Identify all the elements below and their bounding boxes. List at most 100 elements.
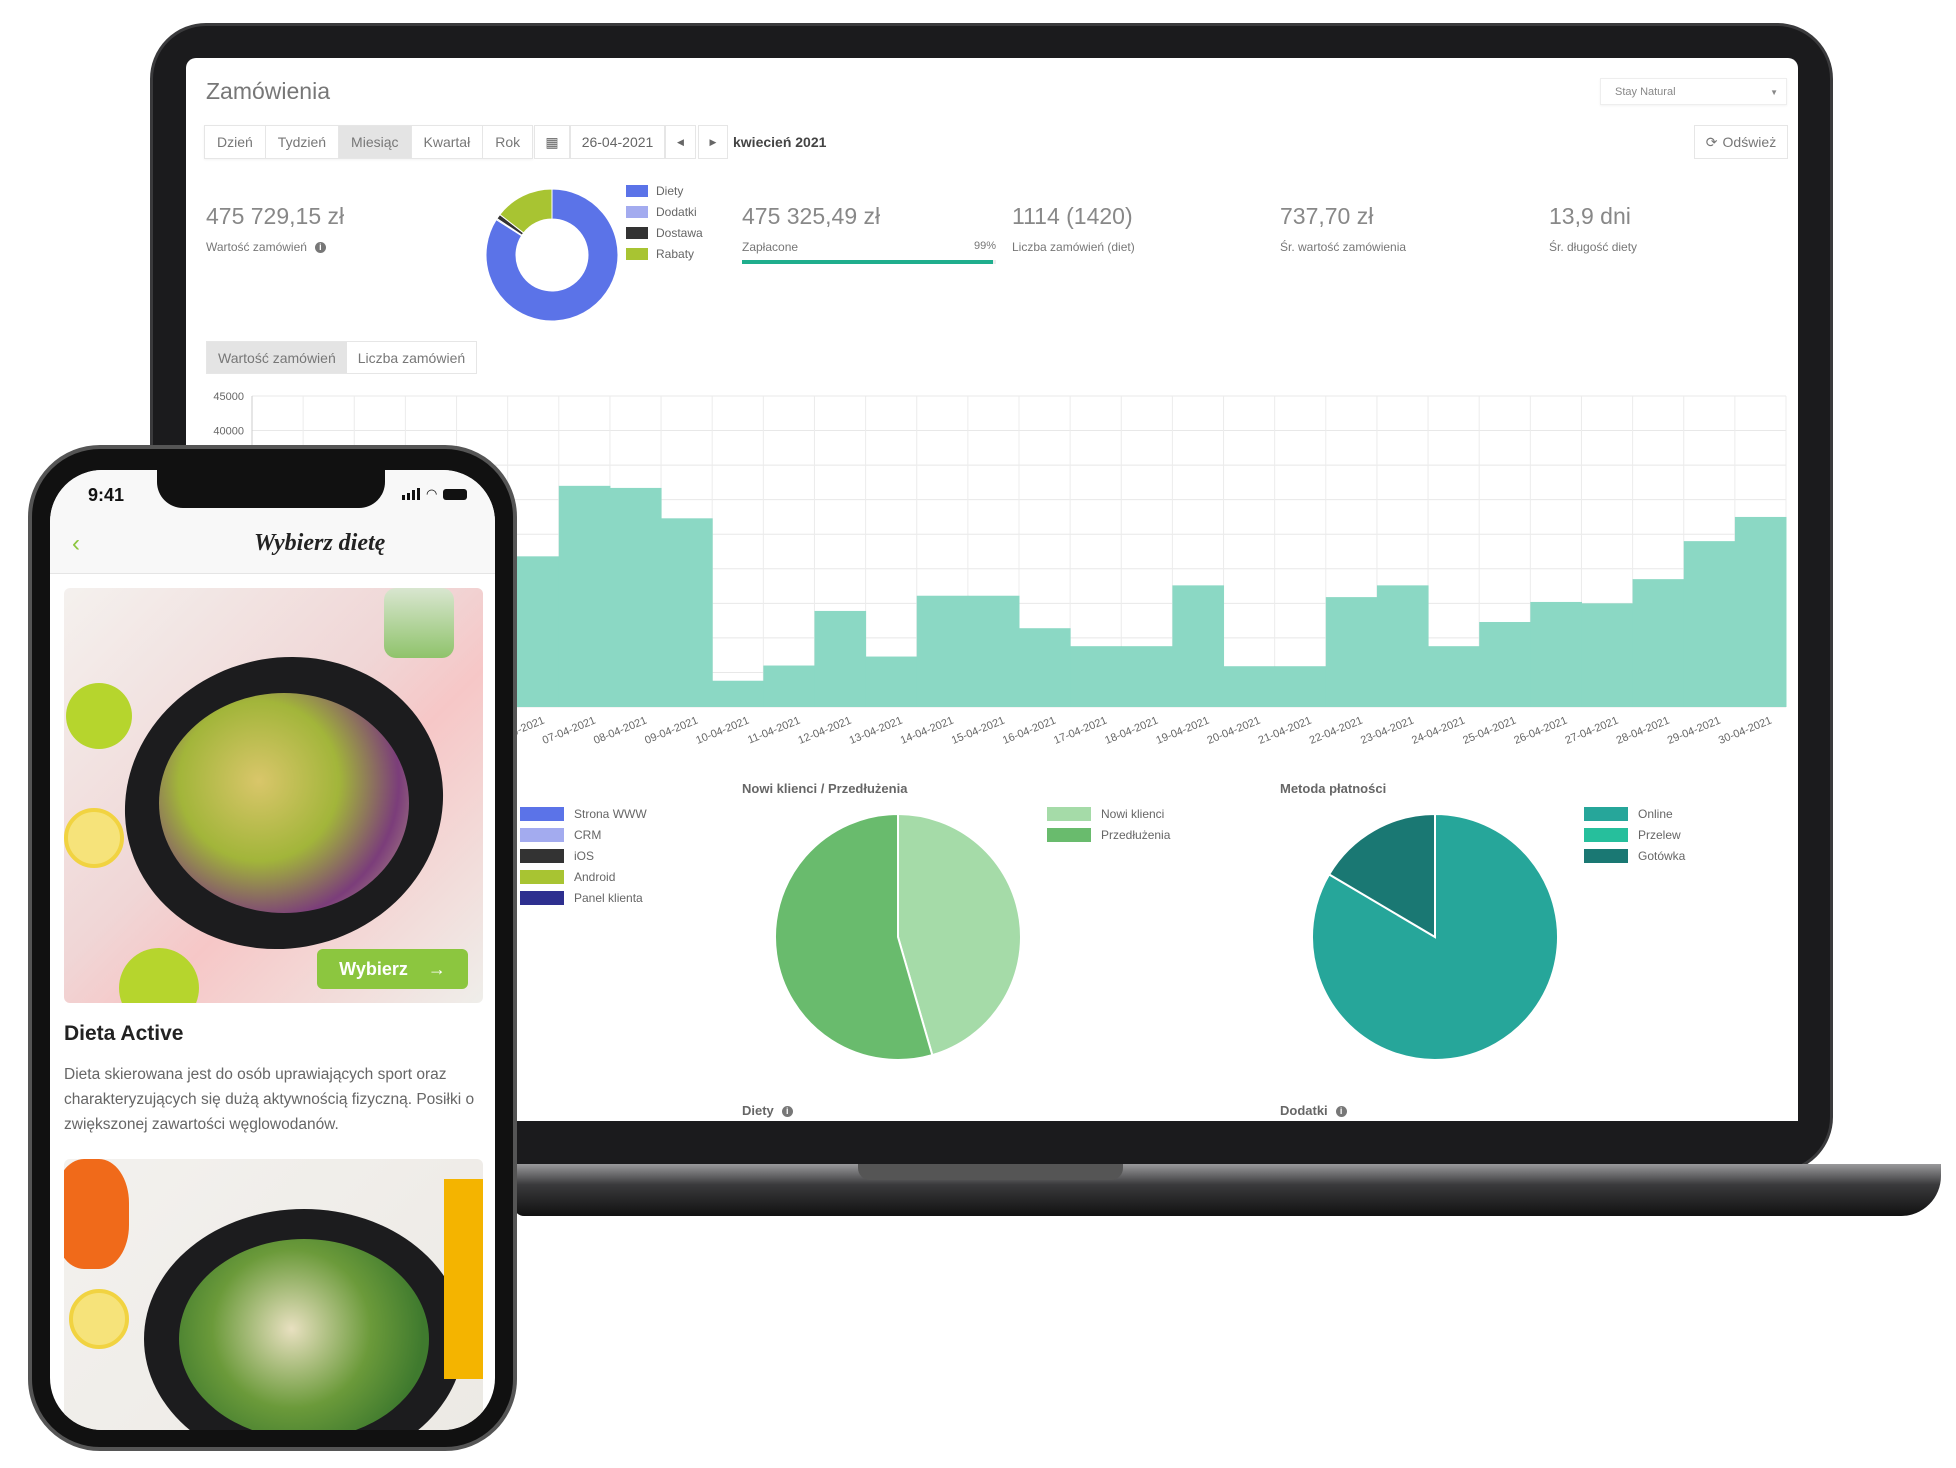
dodatki-label: Dodatki [1280,1103,1328,1118]
lime-shape [119,948,199,1003]
legend-label: Rabaty [656,246,695,261]
pie-slice-gotówka[interactable] [1327,812,1436,939]
period-year-button[interactable]: Rok [483,126,533,158]
diet-photo-active[interactable]: Wybierz → [64,588,483,1003]
info-icon[interactable]: i [781,1106,793,1118]
legend-item[interactable]: Panel klienta [520,887,647,908]
bar-24-04-2021[interactable] [1428,646,1480,707]
y-tick-label: 40000 [213,426,244,438]
legend-item[interactable]: Dodatki [626,201,703,222]
bar-09-04-2021[interactable] [661,518,713,707]
refresh-icon: ⟳ [1705,133,1718,150]
legend-item[interactable]: Strona WWW [520,803,647,824]
phone-screen: 9:41 ◠ ‹ Wybierz dietę Wybierz → Dieta Ac… [50,470,495,1430]
bar-16-04-2021[interactable] [1019,628,1071,707]
bar-30-04-2021[interactable] [1734,516,1787,707]
arrow-right-icon: → [427,958,446,979]
x-tick-label: 30-04-2021 [1717,715,1774,747]
clients-pie [774,812,1022,1061]
bar-21-04-2021[interactable] [1274,666,1327,707]
stat-value: 1114 (1420) [1012,203,1133,229]
bar-07-04-2021[interactable] [558,485,611,707]
legend-item[interactable]: Diety [626,180,703,201]
paid-progress-fill [742,260,994,264]
x-tick-label: 25-04-2021 [1461,715,1518,747]
pie-slice-nowi-klienci[interactable] [897,812,1022,1057]
phone-title: Wybierz dietę [254,530,386,556]
bar-20-04-2021[interactable] [1223,666,1276,707]
stat-paid: 475 325,49 zł Zapłacone 99% [742,203,996,264]
pie-slice-przedłużenia[interactable] [774,812,934,1061]
back-icon[interactable]: ‹ [72,530,80,557]
legend-item[interactable]: Rabaty [626,243,703,264]
legend-label: Diety [656,183,684,198]
diet-description: Dieta skierowana jest do osób uprawiając… [64,1066,475,1133]
bar-17-04-2021[interactable] [1070,646,1122,707]
status-time: 9:41 [88,485,125,505]
period-quarter-button[interactable]: Kwartał [411,126,484,158]
bar-18-04-2021[interactable] [1121,646,1173,707]
payment-pie [1311,812,1559,1061]
diet-photo-next[interactable] [64,1159,483,1430]
laptop-hinge [858,1164,1123,1180]
prev-period-button[interactable]: ◀ [665,125,696,159]
bar-26-04-2021[interactable] [1530,601,1582,707]
bar-29-04-2021[interactable] [1683,541,1736,707]
x-tick-label: 12-04-2021 [796,715,853,747]
stat-label: Wartość zamówień [206,240,307,254]
bar-14-04-2021[interactable] [916,595,969,707]
info-icon[interactable]: i [314,242,326,254]
bar-23-04-2021[interactable] [1376,585,1429,707]
legend-swatch [1584,806,1628,821]
info-icon[interactable]: i [1335,1106,1347,1118]
legend-item[interactable]: Android [520,866,647,887]
legend-item[interactable]: Nowi klienci [1047,803,1170,824]
period-month-button[interactable]: Miesiąc [339,126,412,158]
select-diet-button[interactable]: Wybierz → [317,949,468,989]
legend-item[interactable]: Dostawa [626,222,703,243]
x-tick-label: 13-04-2021 [848,715,905,747]
period-day-button[interactable]: Dzień [205,126,266,158]
legend-item[interactable]: Gotówka [1584,845,1685,866]
bar-15-04-2021[interactable] [967,595,1020,707]
period-week-button[interactable]: Tydzień [265,126,340,158]
legend-item[interactable]: Online [1584,803,1685,824]
x-tick-label: 09-04-2021 [643,715,700,747]
bar-28-04-2021[interactable] [1632,579,1685,707]
stat-order-count: 1114 (1420) Liczba zamówień (diet) [1012,203,1135,254]
bar-10-04-2021[interactable] [712,680,764,707]
legend-item[interactable]: Przelew [1584,824,1685,845]
bar-08-04-2021[interactable] [609,487,662,707]
bar-19-04-2021[interactable] [1172,585,1225,707]
x-tick-label: 22-04-2021 [1308,715,1365,747]
brand-select[interactable]: Stay Natural ▼ [1600,78,1787,105]
bar-27-04-2021[interactable] [1581,603,1634,707]
battery-icon [443,489,468,500]
bar-13-04-2021[interactable] [865,656,918,707]
pie-slice-rabaty[interactable] [499,188,553,234]
x-tick-label: 08-04-2021 [592,715,649,747]
legend-item[interactable]: Przedłużenia [1047,824,1170,845]
x-tick-label: 29-04-2021 [1666,715,1723,747]
x-tick-label: 07-04-2021 [541,715,598,747]
tab-order-value[interactable]: Wartość zamówień [207,342,347,373]
bar-22-04-2021[interactable] [1325,597,1378,707]
bar-11-04-2021[interactable] [763,665,815,707]
clients-legend: Nowi klienci Przedłużenia [1047,803,1170,845]
bar-25-04-2021[interactable] [1479,621,1531,707]
legend-swatch [520,869,564,884]
legend-label: Strona WWW [574,806,647,821]
date-input[interactable]: 26-04-2021 [570,125,665,159]
legend-item[interactable]: iOS [520,845,647,866]
salad-shape [179,1239,429,1430]
next-period-button[interactable]: ▶ [698,125,728,159]
period-button-group: Dzień Tydzień Miesiąc Kwartał Rok [204,125,534,159]
legend-item[interactable]: CRM [520,824,647,845]
calendar-icon[interactable]: ▦ [534,125,570,159]
x-tick-label: 17-04-2021 [1052,715,1109,747]
refresh-button[interactable]: ⟳ Odśwież [1694,125,1788,159]
pie-slice-diety[interactable] [485,188,619,322]
bar-12-04-2021[interactable] [814,610,867,707]
x-tick-label: 11-04-2021 [746,715,802,747]
tab-order-count[interactable]: Liczba zamówień [357,349,466,366]
